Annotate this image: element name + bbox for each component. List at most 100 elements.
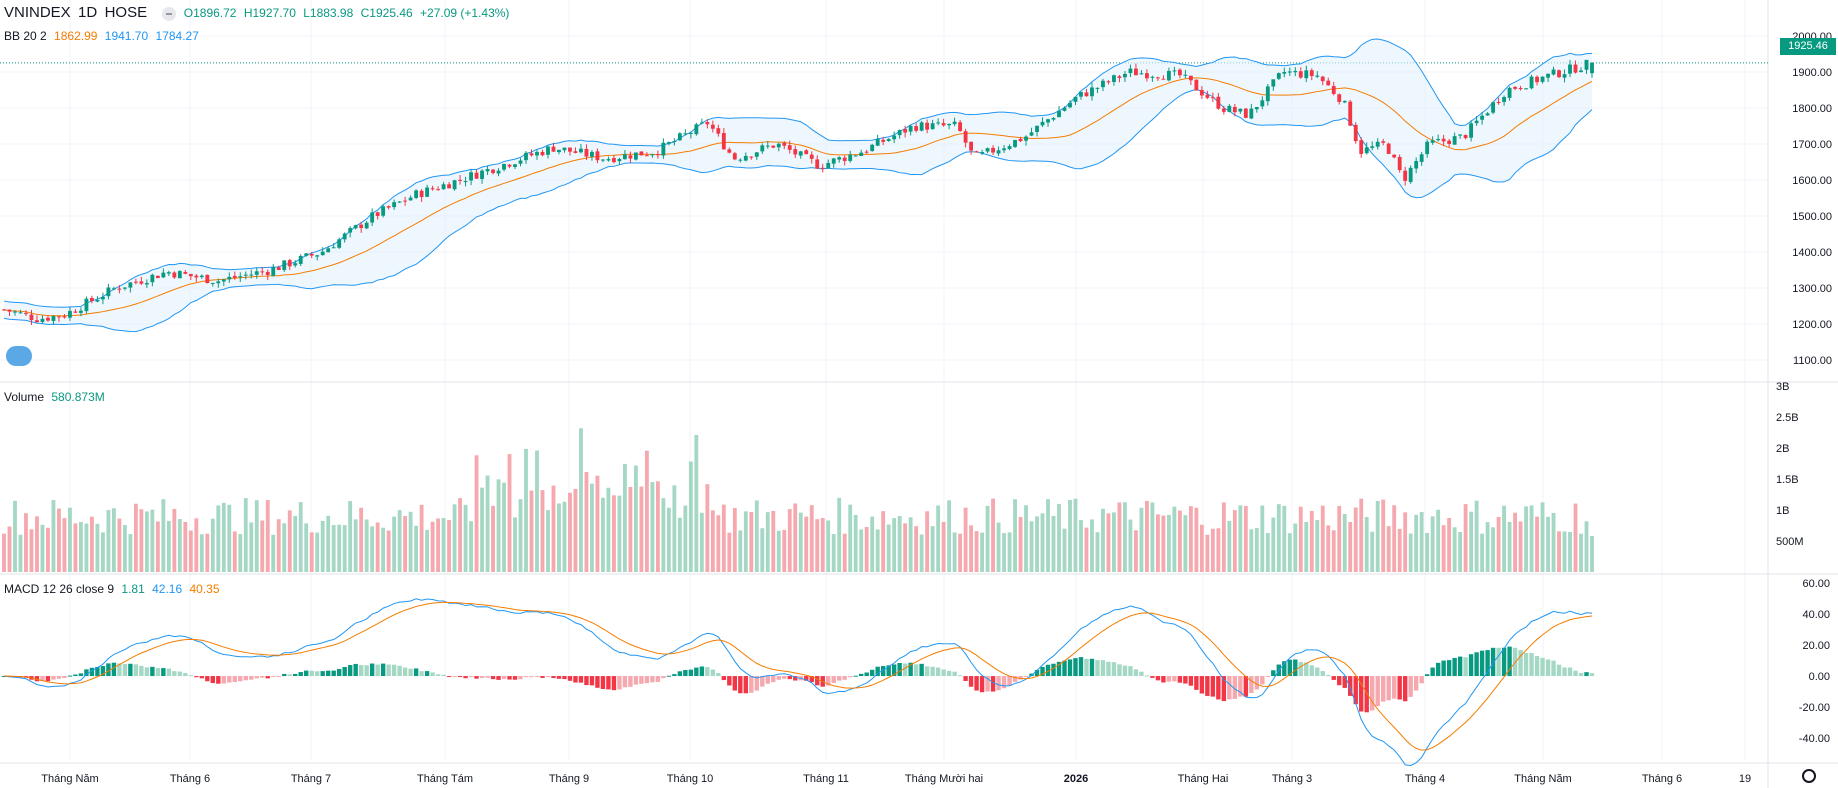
candle-body (914, 126, 919, 131)
candle-body (705, 122, 710, 125)
candle-body (199, 275, 204, 278)
macd-histogram-bar (760, 676, 765, 687)
volume-bar (1254, 527, 1259, 572)
macd-histogram-bar (1166, 676, 1172, 682)
macd-histogram-bar (611, 676, 617, 691)
volume-bar (622, 463, 627, 572)
macd-histogram-bar (540, 676, 545, 678)
candle-body (683, 133, 688, 135)
volume-bar (364, 519, 369, 572)
candle-body (1540, 76, 1545, 82)
bb-label: BB 20 2 (4, 29, 47, 43)
macd-histogram-bar (1386, 676, 1391, 701)
volume-bar (172, 508, 177, 572)
price-tick-label: 1900.00 (1792, 67, 1832, 79)
volume-bar (952, 532, 957, 572)
visibility-icon[interactable] (162, 6, 177, 21)
volume-bar (1057, 503, 1061, 572)
tradingview-logo-icon[interactable] (6, 346, 32, 366)
volume-label: Volume (4, 390, 45, 404)
volume-bar (941, 521, 946, 572)
interval-label[interactable]: 1D (78, 4, 98, 21)
candle-body (1155, 77, 1160, 79)
macd-histogram-bar (1298, 662, 1303, 677)
candle-body (469, 172, 473, 181)
volume-legend[interactable]: Volume 580.873M (4, 390, 109, 404)
candle-body (694, 124, 699, 135)
volume-bar (765, 512, 770, 572)
macd-histogram-bar (183, 673, 188, 677)
candle-body (403, 200, 408, 202)
volume-bar (1062, 528, 1067, 572)
macd-histogram-bar (1578, 672, 1584, 677)
macd-histogram-bar (364, 665, 369, 677)
volume-bar (1018, 516, 1023, 572)
macd-histogram-bar (880, 666, 886, 677)
macd-histogram-bar (699, 666, 705, 677)
volume-bar (1315, 519, 1320, 572)
candle-body (1040, 121, 1045, 126)
macd-histogram-bar (1441, 660, 1446, 677)
macd-histogram-bar (111, 662, 117, 677)
volume-bar (128, 534, 133, 572)
volume-bar (947, 500, 952, 572)
macd-histogram-bar (1133, 669, 1139, 677)
macd-histogram-bar (1424, 674, 1430, 677)
volume-bar (535, 450, 539, 572)
candle-body (1221, 108, 1226, 112)
macd-legend[interactable]: MACD 12 26 close 9 1.81 42.16 40.35 (4, 582, 224, 596)
price-tick-label: 1100.00 (1793, 355, 1832, 367)
macd-histogram-bar (1007, 676, 1012, 686)
candle-body (419, 190, 424, 198)
volume-bar (991, 498, 995, 572)
candle-body (304, 253, 309, 256)
volume-bar (205, 533, 210, 572)
volume-bar (1441, 525, 1446, 572)
candle-body (749, 156, 754, 158)
volume-bar (397, 510, 402, 572)
volume-bar (1584, 521, 1589, 572)
macd-histogram-bar (1419, 676, 1424, 684)
volume-bar (1540, 502, 1545, 572)
volume-bar (743, 511, 748, 572)
candle-body (254, 271, 259, 275)
macd-histogram-bar (661, 676, 666, 679)
macd-histogram-bar (501, 676, 507, 679)
macd-histogram-bar (1408, 676, 1413, 697)
time-axis-label: Tháng 6 (1642, 773, 1682, 785)
candle-body (958, 122, 963, 131)
macd-histogram-bar (150, 666, 155, 677)
macd-histogram-bar (979, 676, 985, 693)
volume-bar (1090, 519, 1094, 572)
candle-body (166, 272, 171, 274)
volume-tick-label: 1.5B (1776, 474, 1799, 486)
settings-gear-icon[interactable] (1802, 769, 1816, 783)
candle-body (1144, 73, 1149, 79)
volume-tick-label: 3B (1776, 381, 1789, 393)
candle-body (1562, 74, 1567, 78)
candle-body (221, 279, 226, 282)
macd-histogram-bar (776, 676, 781, 680)
candle-body (661, 142, 666, 156)
candle-body (881, 139, 886, 142)
volume-bar (7, 526, 12, 572)
candle-body (1381, 141, 1386, 143)
candle-body (1018, 138, 1023, 142)
volume-bar (1210, 528, 1215, 572)
macd-histogram-bar (369, 663, 375, 677)
volume-bar (232, 531, 237, 572)
bb-legend[interactable]: BB 20 2 1862.99 1941.70 1784.27 (4, 29, 203, 43)
candle-body (227, 276, 232, 280)
candle-body (491, 169, 495, 173)
symbol-name[interactable]: VNINDEX (4, 4, 71, 21)
candle-body (62, 316, 67, 318)
volume-bar (166, 520, 171, 572)
candle-body (89, 297, 94, 302)
macd-histogram-bar (485, 676, 490, 678)
candle-body (1507, 87, 1512, 98)
macd-histogram-bar (897, 662, 902, 677)
macd-histogram-bar (628, 676, 633, 687)
macd-histogram-bar (754, 676, 759, 691)
macd-histogram-bar (40, 676, 45, 682)
